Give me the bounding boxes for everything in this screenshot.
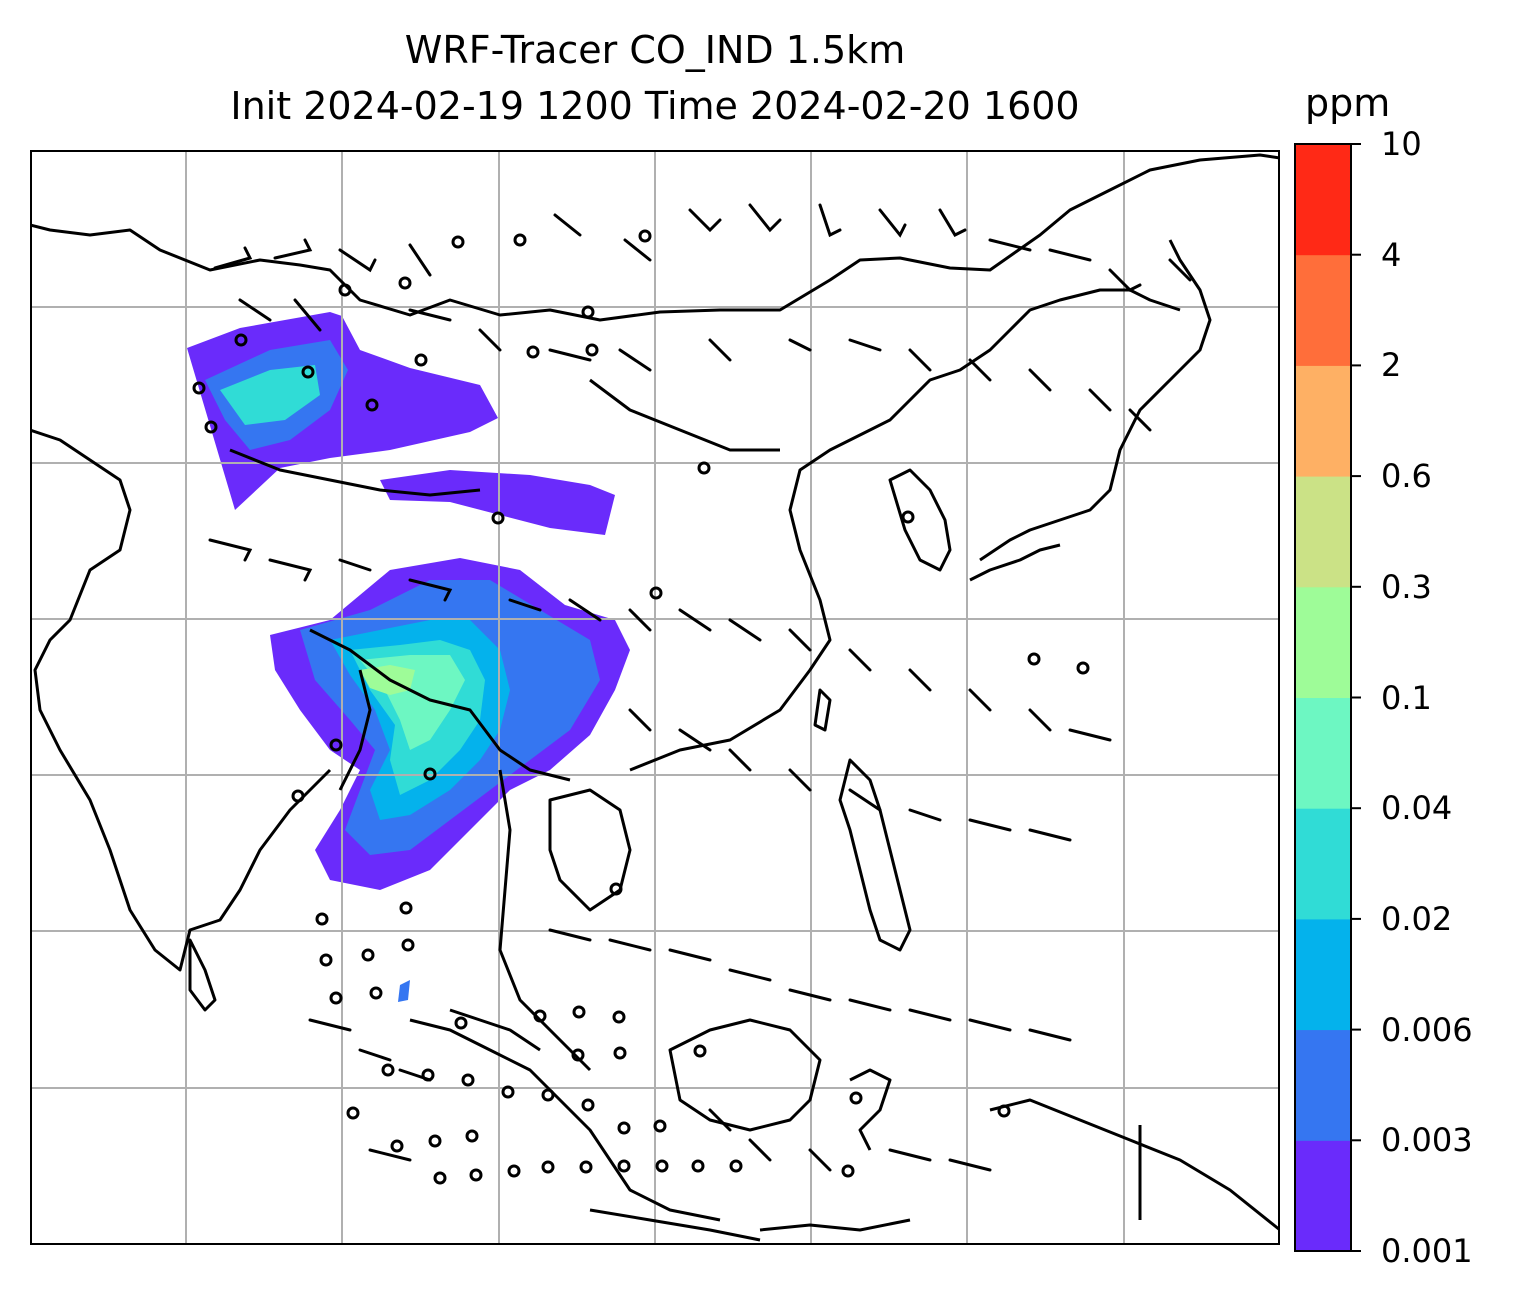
colorbar-segment bbox=[1295, 918, 1351, 1031]
colorbar-tick-label: 4 bbox=[1381, 235, 1402, 274]
tarim-plume-region bbox=[380, 470, 615, 535]
colorbar-tick-label: 0.02 bbox=[1381, 899, 1453, 938]
colorbar-tick-label: 10 bbox=[1381, 125, 1422, 163]
colorbar-segment bbox=[1295, 1029, 1351, 1141]
wind-barbs bbox=[208, 203, 1192, 1172]
colorbar-tick-label: 0.001 bbox=[1381, 1232, 1473, 1270]
colorbar bbox=[1294, 143, 1361, 1252]
colorbar-ticks bbox=[1351, 143, 1361, 1252]
colorbar-tick-label: 0.04 bbox=[1381, 789, 1453, 828]
colorbar-segment bbox=[1295, 697, 1351, 809]
colorbar-tick-label: 2 bbox=[1381, 346, 1402, 385]
colorbar-tick-label: 0.003 bbox=[1381, 1121, 1473, 1160]
colorbar-tick-label: 0.3 bbox=[1381, 567, 1432, 606]
colorbar-segment bbox=[1295, 476, 1351, 588]
chart-title-line2: Init 2024-02-19 1200 Time 2024-02-20 160… bbox=[230, 84, 1080, 128]
map-plot bbox=[30, 150, 1280, 1245]
colorbar-tick-label: 0.6 bbox=[1381, 457, 1432, 496]
colorbar-segment bbox=[1295, 1140, 1351, 1252]
colorbar-segments bbox=[1295, 144, 1351, 1252]
map-border bbox=[30, 150, 1280, 1245]
colorbar-tick-label: 0.006 bbox=[1381, 1010, 1473, 1049]
colorbar-segment bbox=[1295, 586, 1351, 698]
chart-title-line1: WRF-Tracer CO_IND 1.5km bbox=[404, 28, 906, 72]
colorbar-unit-label: ppm bbox=[1305, 81, 1391, 125]
tracer-shading bbox=[187, 312, 630, 1002]
gridlines bbox=[30, 150, 1280, 1245]
colorbar-segment bbox=[1295, 144, 1351, 256]
colorbar-segment bbox=[1295, 254, 1351, 366]
colorbar-tick-label: 0.1 bbox=[1381, 678, 1432, 717]
calm-circles bbox=[192, 229, 1090, 1185]
colorbar-segment bbox=[1295, 808, 1351, 920]
colorbar-segment bbox=[1295, 365, 1351, 477]
